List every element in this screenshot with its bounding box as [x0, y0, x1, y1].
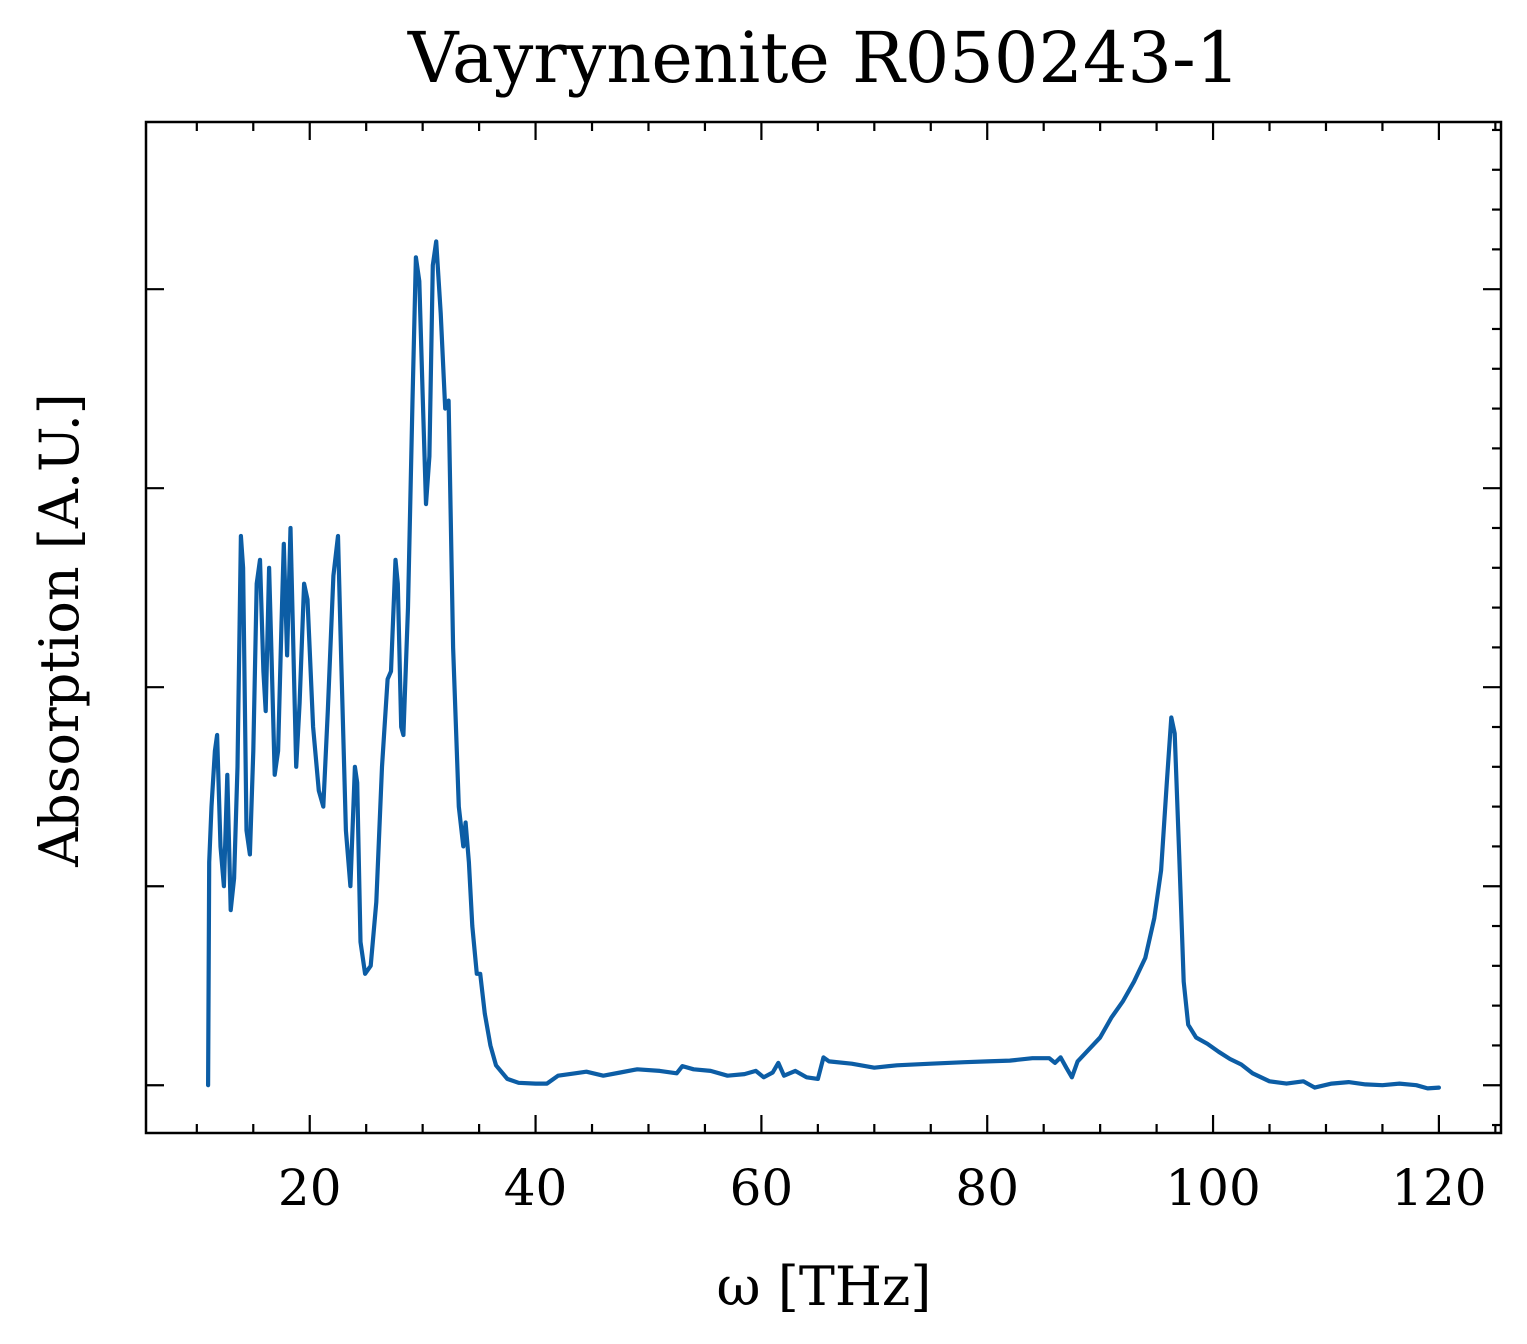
chart-title: Vayrynenite R050243-1 — [407, 17, 1240, 99]
plot-frame — [144, 120, 1503, 1135]
series-line — [206, 239, 1441, 1091]
x-axis-label: ω [THz] — [717, 1255, 932, 1318]
axis-ticks — [146, 122, 1501, 1133]
y-axis-label: Absorption [A.U.] — [28, 393, 91, 868]
x-tick-label: 120 — [1391, 1159, 1486, 1217]
x-tick-label: 80 — [955, 1159, 1019, 1217]
x-tick-label: 20 — [278, 1159, 342, 1217]
x-tick-labels: 20 40 60 80 100 120 — [278, 1159, 1487, 1217]
x-tick-label: 60 — [730, 1159, 794, 1217]
x-tick-label: 40 — [504, 1159, 568, 1217]
x-tick-label: 100 — [1165, 1159, 1260, 1217]
